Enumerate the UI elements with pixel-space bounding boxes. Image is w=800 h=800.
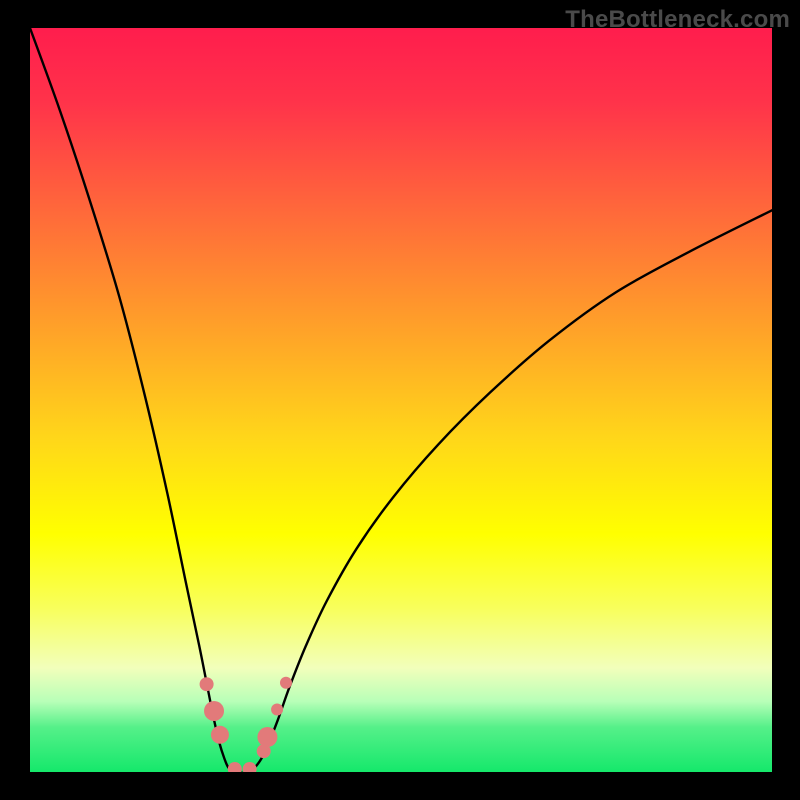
data-marker	[280, 677, 292, 689]
chart-svg	[0, 0, 800, 800]
data-marker	[200, 677, 214, 691]
stage: TheBottleneck.com	[0, 0, 800, 800]
data-marker	[257, 727, 277, 747]
watermark-text: TheBottleneck.com	[565, 6, 790, 34]
plot-background-gradient	[30, 28, 772, 772]
data-marker	[271, 704, 283, 716]
data-marker	[211, 726, 229, 744]
data-marker	[204, 701, 224, 721]
